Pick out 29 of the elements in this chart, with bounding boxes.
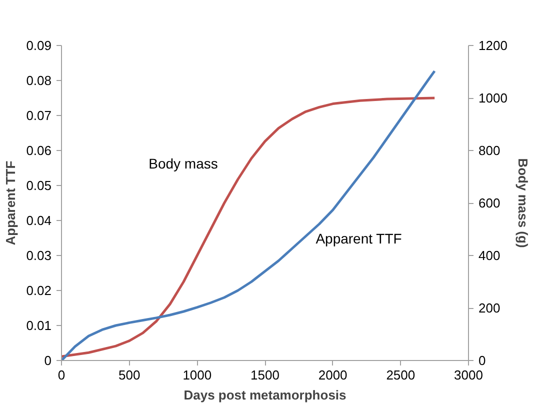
- series-label: Body mass: [148, 155, 218, 172]
- y2-tick-label: 200: [478, 300, 500, 316]
- y-tick-label: 0.09: [26, 38, 52, 53]
- y-tick-label: 0.04: [26, 213, 52, 228]
- y2-tick-label: 400: [478, 248, 500, 263]
- x-axis-title: Days post metamorphosis: [184, 388, 346, 402]
- y-tick-label: 0.08: [26, 73, 52, 88]
- x-tick-label: 2000: [318, 368, 348, 382]
- y-tick-label: 0.01: [26, 318, 52, 333]
- y-tick-label: 0.02: [26, 283, 52, 298]
- series-label: Apparent TTF: [316, 230, 402, 246]
- y2-tick-label: 600: [478, 196, 500, 210]
- y2-tick-label: 0: [478, 353, 486, 368]
- y2-tick-label: 1000: [478, 90, 508, 106]
- y-tick-label: 0.03: [26, 248, 52, 263]
- x-tick-label: 500: [118, 368, 140, 382]
- y-tick-label: 0.07: [26, 108, 52, 123]
- y-tick-label: 0.06: [26, 143, 52, 158]
- y-tick-label: 0: [44, 353, 52, 368]
- y-tick-label: 0.05: [26, 178, 52, 193]
- y-axis-title: Apparent TTF: [3, 160, 18, 246]
- y2-tick-label: 1200: [478, 38, 508, 53]
- x-tick-label: 1000: [182, 368, 212, 382]
- x-tick-label: 3000: [454, 368, 483, 382]
- y2-tick-label: 800: [478, 143, 500, 158]
- y2-axis-title: Body mass (g): [515, 158, 530, 248]
- x-tick-label: 0: [58, 368, 66, 382]
- x-tick-label: 2500: [386, 368, 416, 382]
- x-tick-label: 1500: [250, 368, 280, 382]
